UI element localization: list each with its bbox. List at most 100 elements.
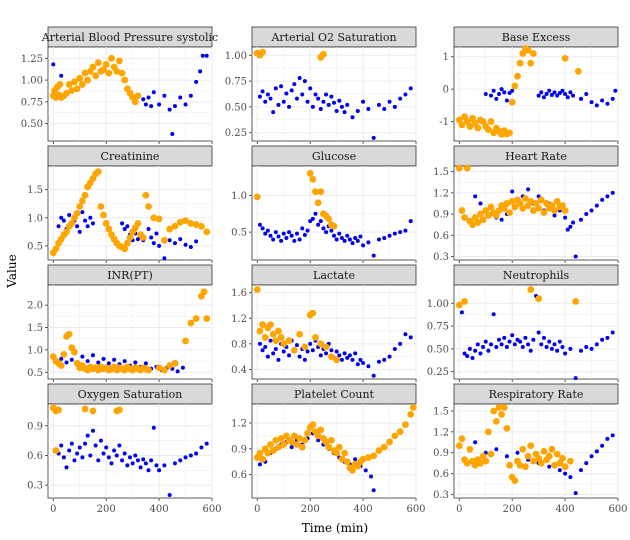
data-point-orange	[545, 452, 553, 460]
data-point-orange	[105, 225, 113, 233]
panel: Respiratory Rate 0.3 0.6 0.9 1.2 1.5 0 200 400 60…	[433, 383, 628, 515]
data-point-orange	[511, 82, 519, 90]
data-point-blue	[265, 92, 270, 97]
data-point-orange	[455, 164, 463, 172]
data-point-orange	[296, 435, 304, 442]
data-point-blue	[557, 468, 562, 473]
data-point-orange	[155, 364, 163, 372]
data-point-orange	[145, 366, 152, 374]
data-point-orange	[540, 447, 548, 455]
data-point-orange	[100, 211, 107, 219]
data-point-orange	[529, 457, 537, 465]
y-tick-label: -1	[439, 117, 449, 128]
data-point-orange	[264, 449, 272, 457]
data-point-orange	[267, 321, 274, 329]
y-tick-label: 0.50	[427, 344, 449, 355]
data-point-orange	[477, 210, 484, 218]
y-tick-label: 0.75	[225, 77, 247, 88]
data-point-orange	[508, 98, 516, 106]
data-point-blue	[125, 463, 130, 468]
data-point-orange	[89, 407, 97, 415]
data-point-orange	[68, 87, 76, 94]
data-point-orange	[94, 59, 102, 67]
data-point-blue	[198, 69, 203, 74]
data-point-blue	[85, 433, 90, 438]
data-point-blue	[279, 238, 284, 243]
panel: INR(PT) 0.5 1.0 1.5 2.0	[27, 264, 213, 382]
data-point-blue	[122, 227, 127, 232]
data-point-orange	[498, 411, 506, 418]
data-point-blue	[403, 332, 408, 337]
data-point-orange	[68, 220, 76, 227]
data-point-orange	[487, 118, 495, 125]
y-tick-label: 1.6	[231, 288, 247, 299]
x-axis-title: Time (min)	[302, 521, 368, 535]
data-point-orange	[487, 203, 495, 211]
data-point-blue	[565, 95, 570, 100]
data-point-blue	[491, 88, 496, 93]
y-tick-label: 0.5	[27, 241, 43, 252]
data-point-blue	[324, 230, 329, 235]
y-tick-label: 0.9	[433, 448, 449, 459]
data-point-orange	[76, 203, 84, 210]
data-point-blue	[88, 215, 93, 220]
data-point-orange	[330, 222, 338, 230]
data-point-blue	[563, 215, 568, 220]
panel: Lactate 0.4 0.8 1.2 1.6	[231, 264, 417, 382]
data-point-blue	[573, 491, 578, 496]
data-point-blue	[69, 441, 74, 446]
data-point-orange	[466, 123, 474, 130]
data-point-blue	[531, 337, 536, 342]
data-point-orange	[166, 362, 174, 369]
data-point-blue	[600, 337, 605, 342]
data-point-orange	[171, 222, 179, 230]
panel-title: Creatinine	[101, 150, 160, 163]
data-point-orange	[519, 445, 527, 453]
data-point-orange	[511, 203, 519, 211]
data-point-blue	[600, 98, 605, 103]
data-point-blue	[334, 349, 339, 354]
data-point-orange	[102, 61, 110, 68]
data-point-blue	[260, 89, 265, 94]
data-point-blue	[308, 219, 313, 224]
data-point-orange	[540, 209, 548, 217]
data-point-blue	[473, 348, 478, 353]
data-point-orange	[574, 67, 582, 75]
data-point-blue	[141, 97, 146, 102]
data-point-orange	[338, 455, 346, 463]
data-point-blue	[371, 253, 376, 258]
data-point-blue	[473, 440, 478, 445]
data-point-orange	[506, 129, 513, 137]
data-point-blue	[106, 455, 111, 460]
data-point-blue	[268, 338, 273, 343]
data-point-orange	[261, 334, 269, 341]
data-point-blue	[589, 208, 594, 213]
data-point-orange	[529, 50, 537, 57]
data-point-blue	[326, 102, 331, 107]
data-point-orange	[160, 366, 168, 374]
panel: Arterial O2 Saturation 0.25 0.50 0.75 1.00	[225, 26, 417, 144]
data-point-orange	[327, 353, 335, 361]
data-point-orange	[458, 207, 466, 214]
data-point-orange	[306, 169, 314, 177]
data-point-orange	[519, 205, 527, 212]
data-point-blue	[143, 461, 148, 466]
data-point-blue	[473, 194, 478, 199]
panel-title: Arterial O2 Saturation	[270, 31, 396, 44]
data-point-blue	[146, 95, 151, 100]
plot-area	[453, 46, 619, 142]
data-point-blue	[56, 224, 61, 229]
data-point-orange	[402, 421, 409, 429]
data-point-orange	[479, 216, 487, 224]
data-point-blue	[188, 93, 193, 98]
panel: Platelet Count 0.6 0.9 1.2 0 200 400 600	[231, 383, 426, 515]
data-point-blue	[172, 104, 177, 109]
data-point-blue	[578, 96, 583, 101]
data-point-blue	[600, 197, 605, 202]
data-point-orange	[259, 455, 266, 463]
data-point-orange	[296, 330, 304, 338]
data-point-blue	[287, 230, 292, 235]
data-point-blue	[149, 104, 154, 109]
panel-title: Respiratory Rate	[489, 388, 584, 401]
data-point-blue	[366, 106, 371, 111]
